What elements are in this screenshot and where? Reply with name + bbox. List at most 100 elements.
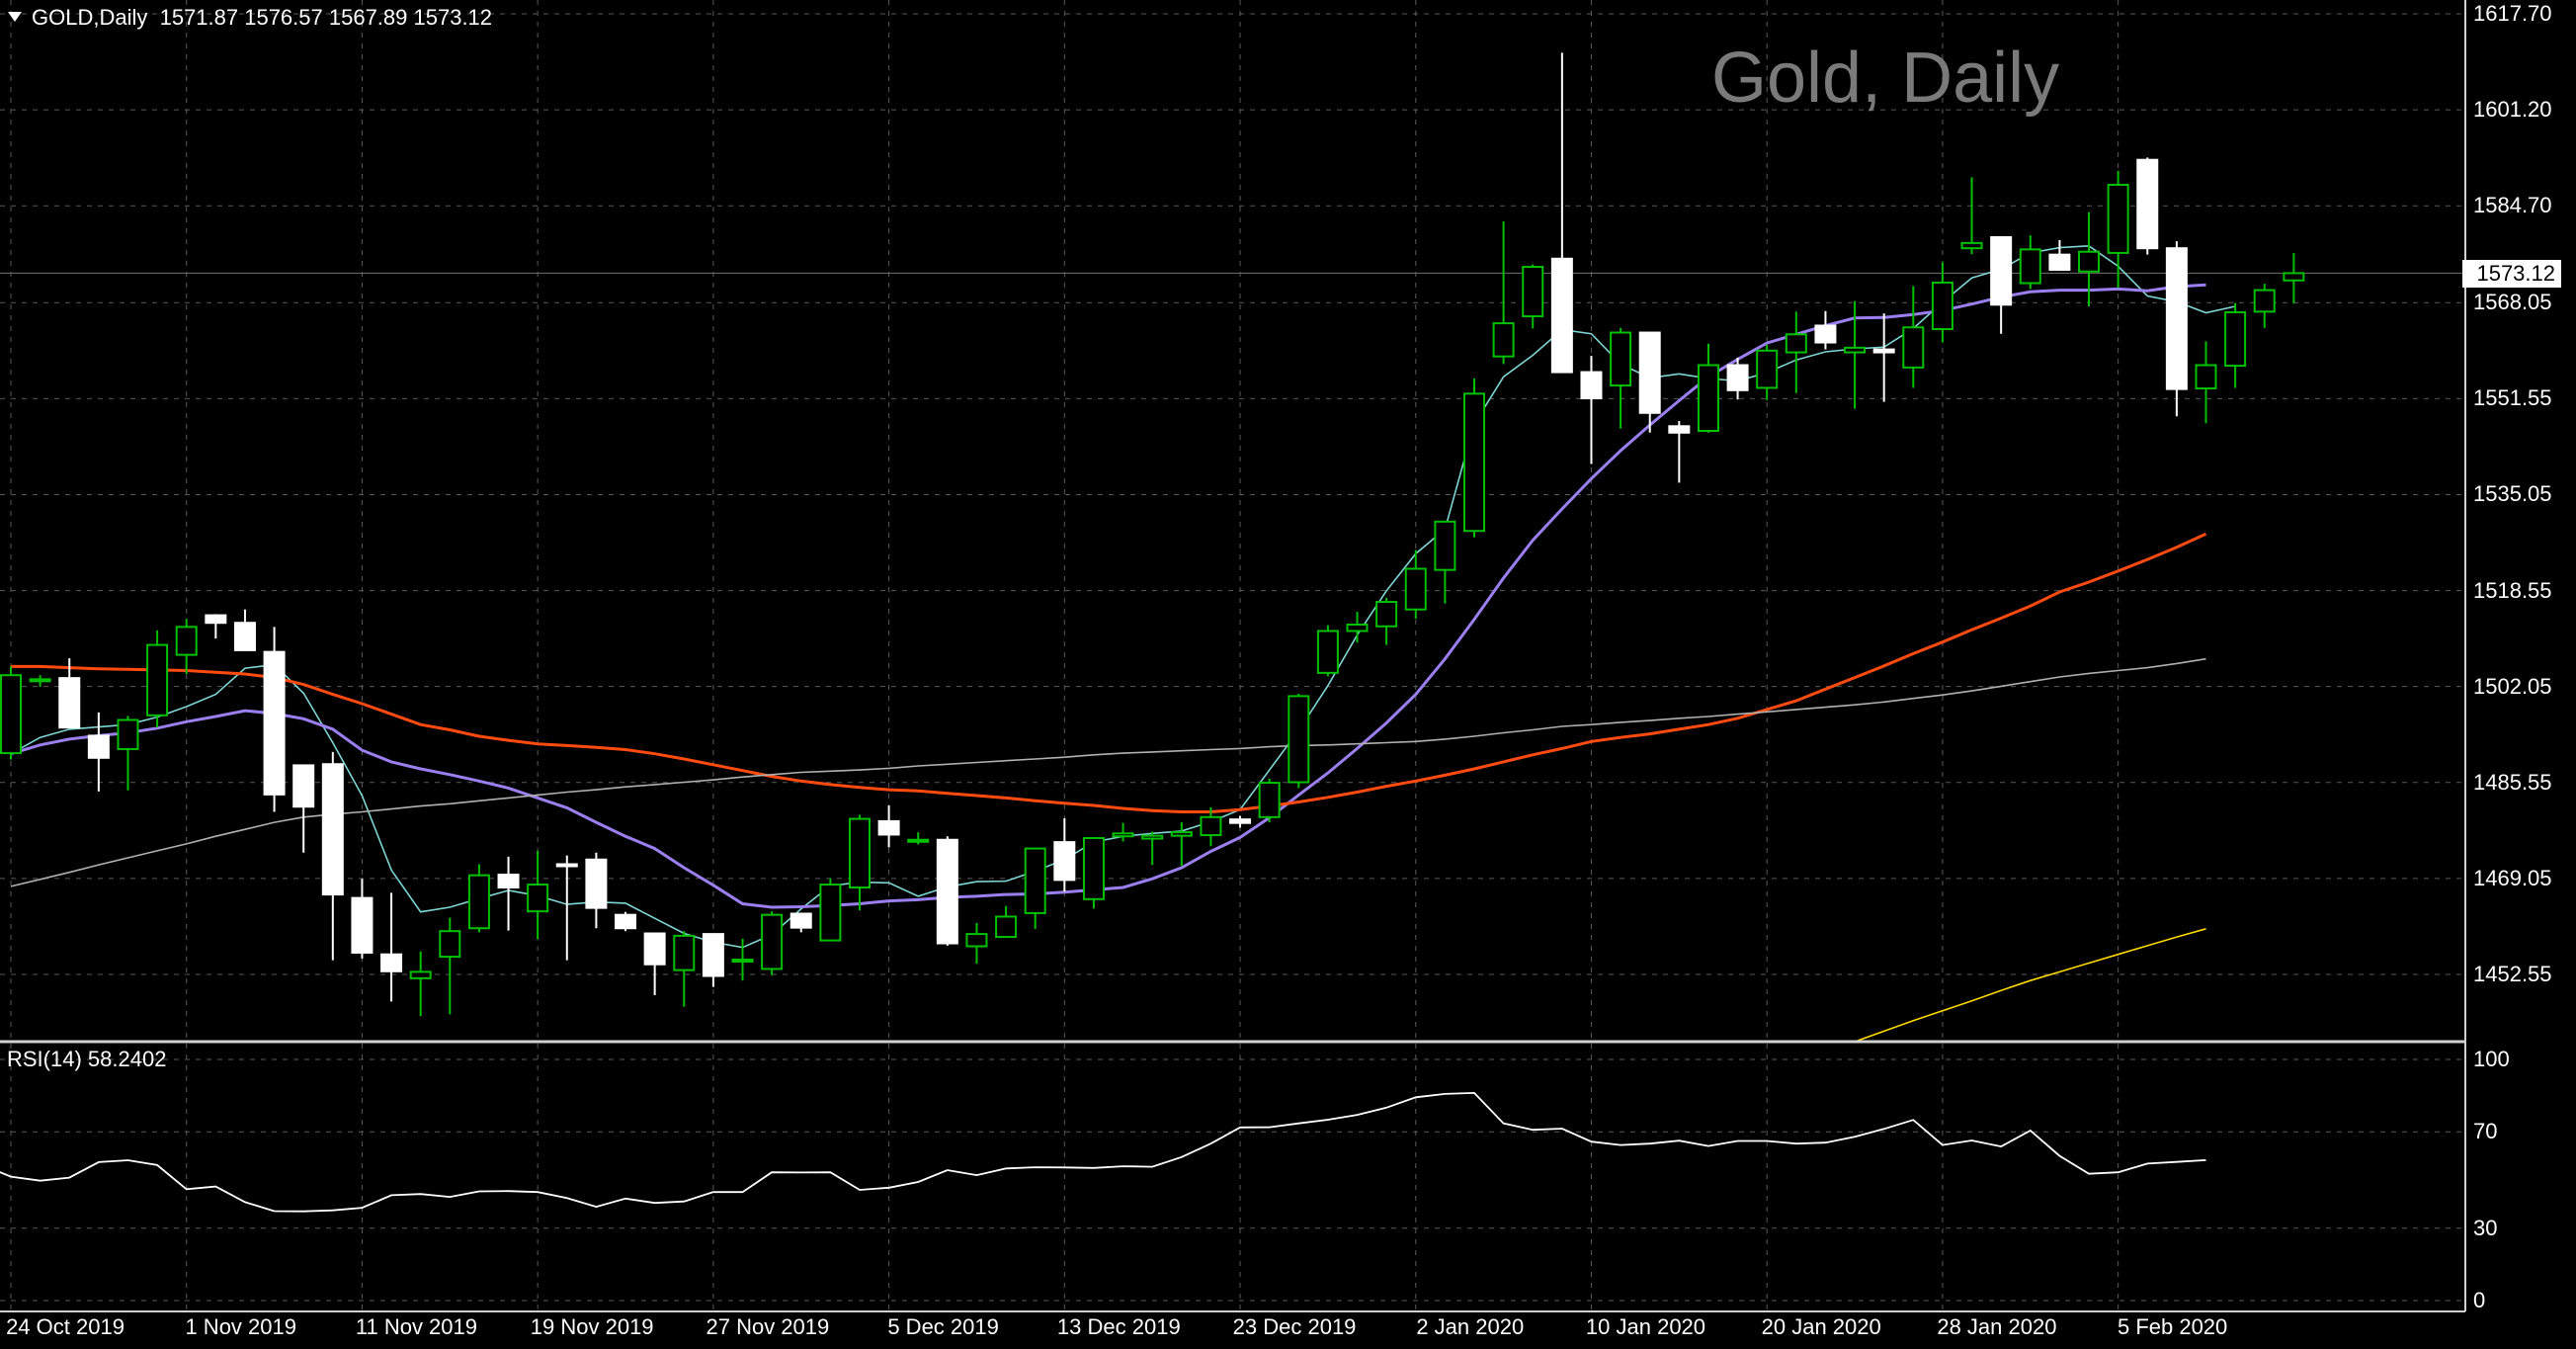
candle-body (2136, 158, 2159, 250)
candle-body (117, 718, 139, 750)
date-tick-label: 11 Nov 2019 (355, 1314, 478, 1339)
price-tick-label: 1568.05 (2473, 290, 2552, 315)
last-price-tag: 1573.12 (2462, 260, 2561, 288)
moving-average-line (11, 532, 2207, 813)
price-tick-label: 1584.70 (2473, 193, 2552, 218)
moving-averages (10, 244, 2236, 1043)
candle-body (731, 959, 754, 964)
candle-body (1463, 392, 1485, 533)
price-tick-label: 1452.55 (2473, 962, 2552, 987)
price-tick-label: 1518.55 (2473, 577, 2552, 603)
candle-body (1668, 425, 1691, 434)
candle-body (1141, 834, 1164, 840)
price-tick-label: 1617.70 (2473, 1, 2552, 26)
candle-body (1229, 818, 1252, 824)
price-tick-label: 1502.05 (2473, 673, 2552, 699)
candle-body (2078, 250, 2101, 273)
candle-body (1404, 567, 1427, 611)
moving-average-line (1854, 928, 2206, 1043)
rsi-tick-label: 100 (2473, 1047, 2510, 1071)
candle-body (2048, 253, 2071, 271)
candle-body (263, 650, 286, 796)
chart-watermark: Gold, Daily (1711, 39, 2060, 118)
candle-body (1170, 831, 1193, 837)
moving-average-line (10, 283, 2206, 909)
candle-body (2224, 310, 2247, 368)
dropdown-triangle-icon[interactable] (8, 12, 22, 22)
rsi-series-line (0, 1091, 2206, 1213)
candle-body (1346, 623, 1369, 632)
candle-body (789, 912, 812, 929)
candle-body (702, 933, 724, 977)
moving-average-line (10, 657, 2206, 887)
candle-body (439, 930, 461, 959)
rsi-tick-label: 0 (2473, 1288, 2486, 1312)
candle-body (292, 764, 315, 808)
candle-body (1697, 364, 1719, 433)
candle-body (877, 819, 900, 836)
candlesticks (0, 52, 2305, 1017)
date-tick-label: 23 Dec 2019 (1232, 1314, 1357, 1339)
candle-body (761, 913, 784, 970)
candle-body (1550, 257, 1573, 374)
date-tick-label: 1 Nov 2019 (185, 1314, 296, 1339)
candle-body (643, 932, 666, 966)
candle-body (1610, 331, 1632, 387)
ohlc-text: 1571.87 1576.57 1567.89 1573.12 (159, 5, 493, 30)
candle-body (965, 933, 988, 948)
candle-body (2165, 247, 2188, 390)
candle-body (87, 734, 110, 759)
candle-body (1726, 364, 1749, 391)
candle-body (1990, 236, 2013, 306)
symbol-text: GOLD,Daily (32, 5, 148, 30)
candle-body (907, 838, 930, 843)
date-tick-label: 27 Nov 2019 (706, 1314, 830, 1339)
candle-body (936, 838, 958, 945)
candle-body (1492, 322, 1515, 358)
candle-body (615, 913, 637, 930)
candle-body (1082, 837, 1105, 900)
price-tick-label: 1485.55 (2473, 769, 2552, 795)
candle-body (175, 626, 198, 656)
candle-body (819, 884, 842, 942)
candle-body (1960, 241, 1983, 250)
candle-body (467, 874, 490, 930)
price-tick-label: 1469.05 (2473, 865, 2552, 890)
candle-body (2107, 184, 2129, 254)
candle-body (1112, 832, 1134, 838)
candle-body (409, 970, 432, 979)
candle-body (29, 678, 51, 683)
candle-body (2195, 364, 2217, 390)
date-tick-label: 20 Jan 2020 (1761, 1314, 1881, 1339)
candle-body (1844, 346, 1867, 354)
candle-body (1316, 630, 1339, 674)
chart-frame (0, 0, 2466, 1312)
candle-body (1024, 847, 1046, 914)
candle-body (1375, 601, 1398, 628)
candle-body (233, 622, 256, 651)
candle-body (1522, 266, 1544, 318)
date-tick-label: 10 Jan 2020 (1585, 1314, 1706, 1339)
candle-body (146, 643, 169, 717)
candle-body (1288, 695, 1310, 784)
candle-body (2283, 272, 2305, 282)
candle-body (585, 858, 608, 909)
date-tick-label: 28 Jan 2020 (1937, 1314, 2057, 1339)
candle-body (380, 953, 403, 972)
rsi-tick-label: 70 (2473, 1119, 2498, 1144)
candle-body (1638, 331, 1661, 414)
candle-body (1931, 281, 1953, 331)
rsi-line (0, 1091, 2206, 1213)
date-tick-label: 24 Oct 2019 (6, 1314, 125, 1339)
moving-average-line (10, 244, 2236, 949)
candle-body (1756, 349, 1779, 389)
date-tick-label: 5 Dec 2019 (887, 1314, 999, 1339)
price-tick-label: 1551.55 (2473, 385, 2552, 411)
candle-body (205, 614, 227, 625)
candle-body (555, 863, 578, 868)
candle-body (1434, 520, 1456, 571)
candle-body (1580, 371, 1603, 400)
grid-lines (0, 0, 2465, 1311)
candle-body (321, 763, 344, 896)
